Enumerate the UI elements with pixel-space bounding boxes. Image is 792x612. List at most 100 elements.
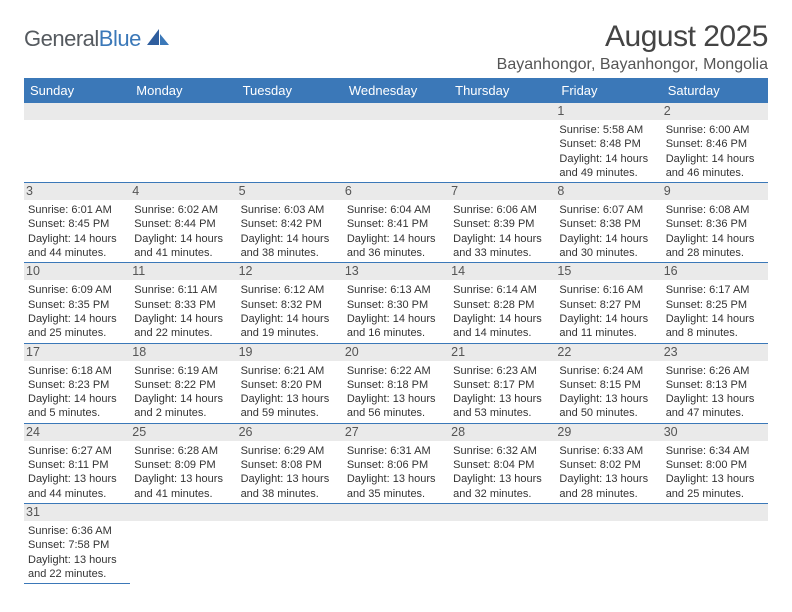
day-cell: Sunrise: 6:08 AMSunset: 8:36 PMDaylight:…	[662, 200, 768, 263]
sunrise-line: Sunrise: 6:28 AM	[134, 444, 232, 458]
day-number	[662, 504, 768, 521]
sail-icon	[145, 27, 171, 47]
sunrise-line: Sunrise: 6:29 AM	[241, 444, 339, 458]
day-number	[237, 504, 343, 521]
sunset-line: Sunset: 8:41 PM	[347, 217, 445, 231]
day-cell: Sunrise: 6:13 AMSunset: 8:30 PMDaylight:…	[343, 280, 449, 343]
day-number: 14	[449, 263, 555, 280]
sunrise-line: Sunrise: 6:19 AM	[134, 364, 232, 378]
sunset-line: Sunset: 8:45 PM	[28, 217, 126, 231]
sunset-line: Sunset: 8:42 PM	[241, 217, 339, 231]
daynum-row: 3456789	[24, 183, 768, 200]
day-number: 3	[24, 183, 130, 200]
day-number	[449, 504, 555, 521]
weekday-header: Tuesday	[237, 78, 343, 103]
page-title: August 2025	[497, 20, 768, 54]
day-info: Sunrise: 6:12 AMSunset: 8:32 PMDaylight:…	[241, 282, 339, 340]
sunrise-line: Sunrise: 6:23 AM	[453, 364, 551, 378]
week-row: Sunrise: 6:09 AMSunset: 8:35 PMDaylight:…	[24, 280, 768, 343]
daynum-row: 17181920212223	[24, 344, 768, 361]
sunset-line: Sunset: 8:30 PM	[347, 298, 445, 312]
day-number: 8	[555, 183, 661, 200]
calendar: SundayMondayTuesdayWednesdayThursdayFrid…	[24, 78, 768, 584]
day-number: 26	[237, 424, 343, 441]
day-number	[449, 103, 555, 120]
sunrise-line: Sunrise: 6:00 AM	[666, 123, 764, 137]
day-number: 10	[24, 263, 130, 280]
day-info: Sunrise: 6:34 AMSunset: 8:00 PMDaylight:…	[666, 443, 764, 501]
weekday-header: Monday	[130, 78, 236, 103]
day-number: 20	[343, 344, 449, 361]
weekday-header: Friday	[555, 78, 661, 103]
day-info: Sunrise: 6:36 AMSunset: 7:58 PMDaylight:…	[28, 523, 126, 581]
day-number: 7	[449, 183, 555, 200]
day-number	[24, 103, 130, 120]
sunrise-line: Sunrise: 6:11 AM	[134, 283, 232, 297]
day-cell: Sunrise: 6:24 AMSunset: 8:15 PMDaylight:…	[555, 361, 661, 424]
sunset-line: Sunset: 8:48 PM	[559, 137, 657, 151]
day-info: Sunrise: 6:01 AMSunset: 8:45 PMDaylight:…	[28, 202, 126, 260]
sunrise-line: Sunrise: 6:12 AM	[241, 283, 339, 297]
sunrise-line: Sunrise: 6:36 AM	[28, 524, 126, 538]
day-number: 15	[555, 263, 661, 280]
day-cell: Sunrise: 5:58 AMSunset: 8:48 PMDaylight:…	[555, 120, 661, 183]
day-number	[130, 103, 236, 120]
weekday-header: Saturday	[662, 78, 768, 103]
sunrise-line: Sunrise: 6:07 AM	[559, 203, 657, 217]
sunrise-line: Sunrise: 6:34 AM	[666, 444, 764, 458]
day-info: Sunrise: 6:27 AMSunset: 8:11 PMDaylight:…	[28, 443, 126, 501]
sunset-line: Sunset: 8:39 PM	[453, 217, 551, 231]
week-row: Sunrise: 6:18 AMSunset: 8:23 PMDaylight:…	[24, 361, 768, 424]
day-info: Sunrise: 6:26 AMSunset: 8:13 PMDaylight:…	[666, 363, 764, 421]
day-number: 12	[237, 263, 343, 280]
day-info: Sunrise: 5:58 AMSunset: 8:48 PMDaylight:…	[559, 122, 657, 180]
sunset-line: Sunset: 8:15 PM	[559, 378, 657, 392]
calendar-body: 12 Sunrise: 5:58 AMSunset: 8:48 PMDayligh…	[24, 103, 768, 584]
day-info: Sunrise: 6:03 AMSunset: 8:42 PMDaylight:…	[241, 202, 339, 260]
day-number: 5	[237, 183, 343, 200]
day-cell: Sunrise: 6:27 AMSunset: 8:11 PMDaylight:…	[24, 441, 130, 504]
week-row: Sunrise: 6:36 AMSunset: 7:58 PMDaylight:…	[24, 521, 768, 584]
day-cell: Sunrise: 6:26 AMSunset: 8:13 PMDaylight:…	[662, 361, 768, 424]
sunset-line: Sunset: 8:22 PM	[134, 378, 232, 392]
sunset-line: Sunset: 8:46 PM	[666, 137, 764, 151]
day-cell: Sunrise: 6:21 AMSunset: 8:20 PMDaylight:…	[237, 361, 343, 424]
day-info: Sunrise: 6:09 AMSunset: 8:35 PMDaylight:…	[28, 282, 126, 340]
sunrise-line: Sunrise: 6:03 AM	[241, 203, 339, 217]
day-number	[343, 103, 449, 120]
sunrise-line: Sunrise: 6:21 AM	[241, 364, 339, 378]
day-number: 28	[449, 424, 555, 441]
day-cell: Sunrise: 6:06 AMSunset: 8:39 PMDaylight:…	[449, 200, 555, 263]
day-cell-empty	[343, 521, 449, 584]
day-cell: Sunrise: 6:00 AMSunset: 8:46 PMDaylight:…	[662, 120, 768, 183]
week-row: Sunrise: 6:01 AMSunset: 8:45 PMDaylight:…	[24, 200, 768, 263]
sunrise-line: Sunrise: 6:18 AM	[28, 364, 126, 378]
day-info: Sunrise: 6:06 AMSunset: 8:39 PMDaylight:…	[453, 202, 551, 260]
day-number: 1	[555, 103, 661, 120]
day-info: Sunrise: 6:31 AMSunset: 8:06 PMDaylight:…	[347, 443, 445, 501]
day-cell: Sunrise: 6:36 AMSunset: 7:58 PMDaylight:…	[24, 521, 130, 584]
sunset-line: Sunset: 8:00 PM	[666, 458, 764, 472]
day-cell-empty	[449, 521, 555, 584]
sunset-line: Sunset: 8:27 PM	[559, 298, 657, 312]
sunrise-line: Sunrise: 6:22 AM	[347, 364, 445, 378]
sunrise-line: Sunrise: 6:17 AM	[666, 283, 764, 297]
day-number: 25	[130, 424, 236, 441]
day-cell: Sunrise: 6:32 AMSunset: 8:04 PMDaylight:…	[449, 441, 555, 504]
daynum-row: 10111213141516	[24, 263, 768, 280]
day-info: Sunrise: 6:28 AMSunset: 8:09 PMDaylight:…	[134, 443, 232, 501]
sunset-line: Sunset: 8:25 PM	[666, 298, 764, 312]
day-cell: Sunrise: 6:18 AMSunset: 8:23 PMDaylight:…	[24, 361, 130, 424]
day-cell-empty	[662, 521, 768, 584]
day-number: 31	[24, 504, 130, 521]
weekday-header: Thursday	[449, 78, 555, 103]
day-info: Sunrise: 6:11 AMSunset: 8:33 PMDaylight:…	[134, 282, 232, 340]
day-cell: Sunrise: 6:23 AMSunset: 8:17 PMDaylight:…	[449, 361, 555, 424]
day-number	[555, 504, 661, 521]
header: GeneralBlue August 2025 Bayanhongor, Bay…	[24, 20, 768, 74]
sunset-line: Sunset: 8:18 PM	[347, 378, 445, 392]
day-cell: Sunrise: 6:19 AMSunset: 8:22 PMDaylight:…	[130, 361, 236, 424]
day-cell: Sunrise: 6:11 AMSunset: 8:33 PMDaylight:…	[130, 280, 236, 343]
day-cell: Sunrise: 6:28 AMSunset: 8:09 PMDaylight:…	[130, 441, 236, 504]
day-number: 2	[662, 103, 768, 120]
